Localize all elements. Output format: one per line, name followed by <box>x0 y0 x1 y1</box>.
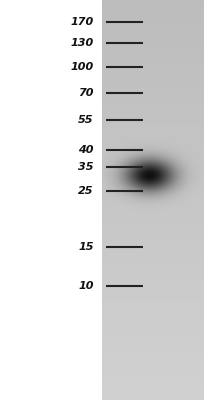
Text: 130: 130 <box>71 38 94 48</box>
Text: 10: 10 <box>78 281 94 291</box>
Text: 70: 70 <box>78 88 94 98</box>
Text: 170: 170 <box>71 17 94 27</box>
Text: 100: 100 <box>71 62 94 72</box>
Text: 15: 15 <box>78 242 94 252</box>
Text: 40: 40 <box>78 145 94 155</box>
Text: 25: 25 <box>78 186 94 196</box>
Text: 55: 55 <box>78 115 94 125</box>
Text: 35: 35 <box>78 162 94 172</box>
